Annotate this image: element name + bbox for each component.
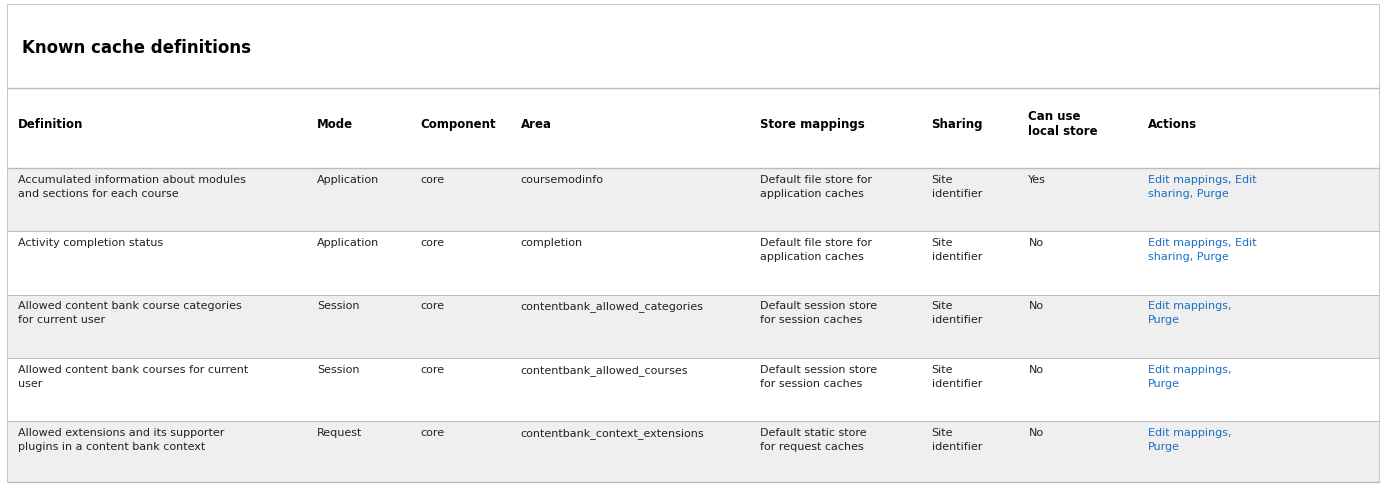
Text: Edit mappings,
Purge: Edit mappings, Purge — [1147, 364, 1232, 388]
Text: Default file store for
application caches: Default file store for application cache… — [760, 238, 872, 262]
Text: Session: Session — [318, 301, 359, 311]
Text: Edit mappings, Edit
sharing, Purge: Edit mappings, Edit sharing, Purge — [1147, 238, 1257, 262]
Text: Default session store
for session caches: Default session store for session caches — [760, 301, 877, 325]
Text: Application: Application — [318, 175, 379, 184]
Text: core: core — [420, 238, 445, 248]
Text: Mode: Mode — [318, 118, 354, 130]
Bar — [8, 358, 1379, 421]
Text: Edit mappings,
Purge: Edit mappings, Purge — [1147, 301, 1232, 325]
Text: completion: completion — [520, 238, 583, 248]
Text: core: core — [420, 427, 445, 437]
Bar — [8, 295, 1379, 358]
Text: core: core — [420, 364, 445, 374]
Text: Default file store for
application caches: Default file store for application cache… — [760, 175, 872, 199]
Text: No: No — [1029, 238, 1043, 248]
Text: Definition: Definition — [18, 118, 83, 130]
Bar — [8, 169, 1379, 232]
Text: Allowed content bank courses for current
user: Allowed content bank courses for current… — [18, 364, 248, 388]
Bar — [8, 232, 1379, 295]
Bar — [8, 6, 1379, 89]
Text: Known cache definitions: Known cache definitions — [22, 39, 251, 57]
Text: No: No — [1029, 427, 1043, 437]
Text: Site
identifier: Site identifier — [932, 427, 982, 451]
Text: core: core — [420, 175, 445, 184]
Text: Store mappings: Store mappings — [760, 118, 864, 130]
Text: No: No — [1029, 364, 1043, 374]
Text: Yes: Yes — [1029, 175, 1046, 184]
Text: Can use
local store: Can use local store — [1029, 110, 1099, 138]
Text: Allowed extensions and its supporter
plugins in a content bank context: Allowed extensions and its supporter plu… — [18, 427, 225, 451]
Text: Site
identifier: Site identifier — [932, 175, 982, 199]
Text: Default static store
for request caches: Default static store for request caches — [760, 427, 867, 451]
Text: No: No — [1029, 301, 1043, 311]
Text: coursemodinfo: coursemodinfo — [520, 175, 603, 184]
Text: Accumulated information about modules
and sections for each course: Accumulated information about modules an… — [18, 175, 245, 199]
Text: Default session store
for session caches: Default session store for session caches — [760, 364, 877, 388]
Bar — [8, 89, 1379, 169]
Text: Area: Area — [520, 118, 552, 130]
Text: Activity completion status: Activity completion status — [18, 238, 164, 248]
Text: Edit mappings,
Purge: Edit mappings, Purge — [1147, 427, 1232, 451]
Text: core: core — [420, 301, 445, 311]
Text: Request: Request — [318, 427, 362, 437]
Text: contentbank_allowed_courses: contentbank_allowed_courses — [520, 364, 688, 375]
Text: Site
identifier: Site identifier — [932, 364, 982, 388]
Text: Allowed content bank course categories
for current user: Allowed content bank course categories f… — [18, 301, 241, 325]
Text: Component: Component — [420, 118, 497, 130]
Text: Site
identifier: Site identifier — [932, 301, 982, 325]
Bar — [8, 421, 1379, 482]
Text: Site
identifier: Site identifier — [932, 238, 982, 262]
Text: Sharing: Sharing — [932, 118, 983, 130]
Text: contentbank_allowed_categories: contentbank_allowed_categories — [520, 301, 703, 312]
Text: Application: Application — [318, 238, 379, 248]
Text: contentbank_context_extensions: contentbank_context_extensions — [520, 427, 705, 438]
Text: Edit mappings, Edit
sharing, Purge: Edit mappings, Edit sharing, Purge — [1147, 175, 1257, 199]
Text: Actions: Actions — [1147, 118, 1197, 130]
Text: Session: Session — [318, 364, 359, 374]
